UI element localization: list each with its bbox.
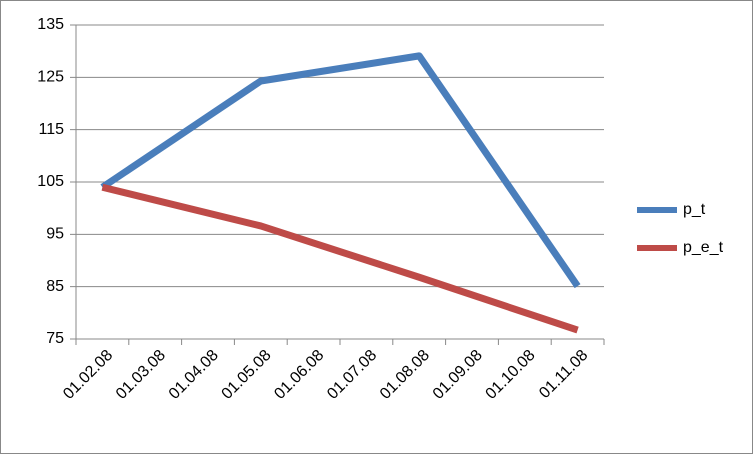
- series-line: [100, 52, 581, 289]
- legend-label: p_e_t: [683, 239, 724, 256]
- y-tick-label: 115: [38, 121, 64, 138]
- y-tick-label: 85: [46, 278, 64, 295]
- legend-label: p_t: [683, 201, 706, 218]
- series-line: [101, 183, 579, 334]
- y-tick-label: 125: [37, 69, 64, 86]
- y-tick-label: 105: [37, 173, 64, 190]
- y-tick-label: 135: [37, 16, 64, 33]
- y-tick-label: 95: [46, 226, 64, 243]
- y-tick-label: 75: [46, 330, 64, 347]
